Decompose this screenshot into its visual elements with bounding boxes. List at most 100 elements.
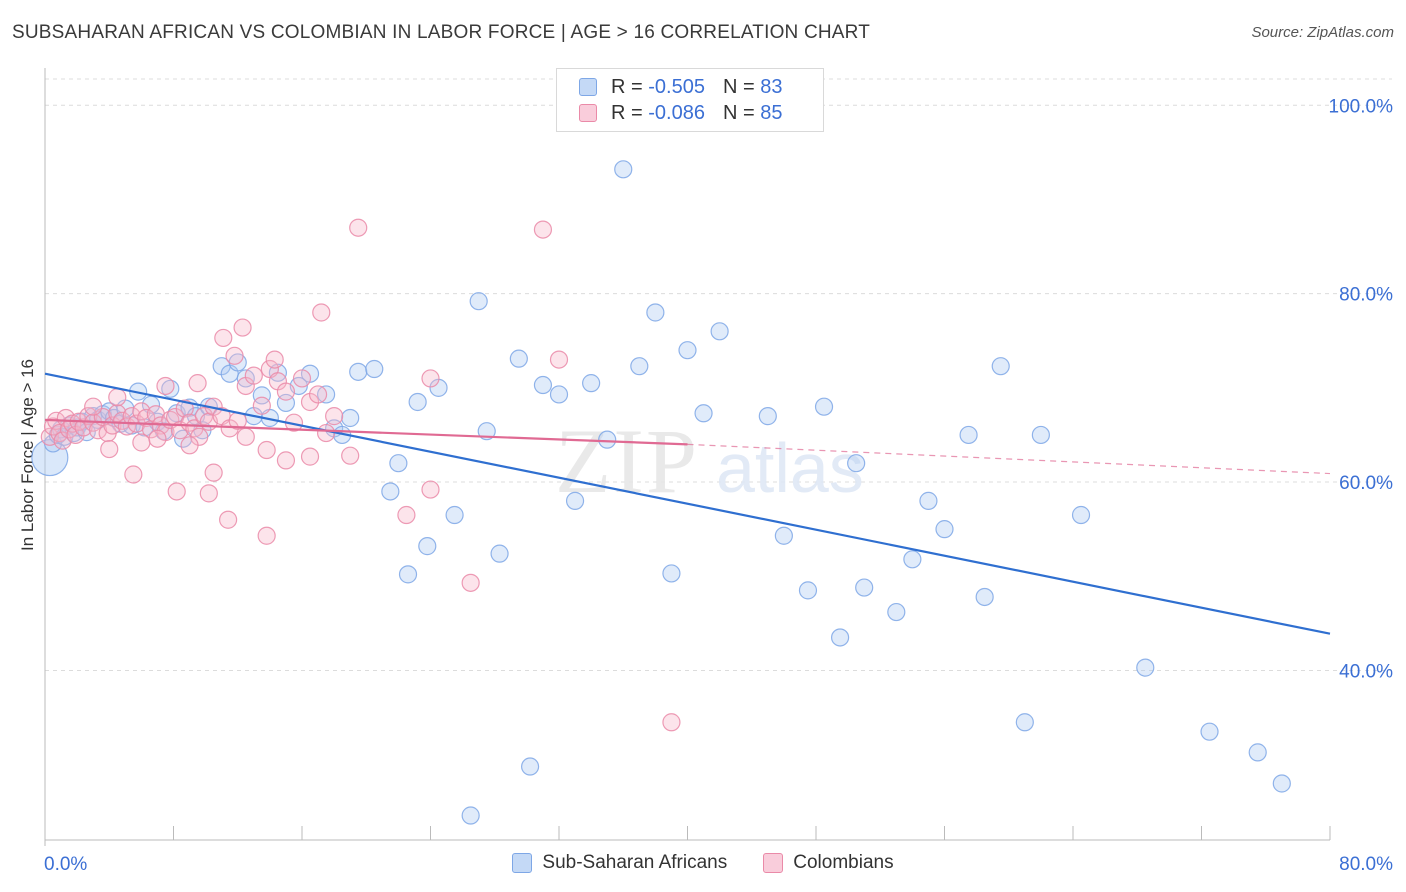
legend-row-pink: R = -0.086 N = 85 (579, 101, 782, 125)
point-colombians (132, 433, 151, 452)
point-sub-saharan-africans (814, 397, 834, 416)
point-colombians (63, 414, 82, 433)
point-colombians (84, 397, 103, 416)
y-tick-label: 40.0% (1339, 661, 1393, 682)
series-legend: Sub-Saharan Africans Colombians (0, 852, 1406, 874)
point-sub-saharan-africans (389, 454, 408, 473)
point-sub-saharan-africans (758, 407, 777, 426)
point-colombians (421, 480, 440, 499)
legend-n-label: N = (722, 101, 755, 124)
trend-line-colombians-extension (687, 443, 1331, 475)
point-colombians (244, 366, 263, 385)
point-sub-saharan-africans (614, 160, 633, 179)
legend-r-value-blue: -0.505 (648, 75, 705, 98)
point-colombians (308, 385, 328, 404)
legend-swatch-pink (579, 104, 597, 122)
point-colombians (662, 713, 681, 732)
trend-line-colombians (44, 418, 688, 446)
point-sub-saharan-africans (490, 544, 509, 563)
legend-r-value-pink: -0.086 (648, 101, 705, 124)
point-colombians (74, 418, 93, 437)
point-sub-saharan-africans (509, 349, 528, 368)
point-sub-saharan-africans (630, 357, 649, 376)
point-sub-saharan-africans (461, 806, 480, 825)
legend-item-colombians[interactable]: Colombians (763, 852, 894, 874)
legend-row-blue: R = -0.505 N = 83 (579, 75, 782, 99)
point-colombians (194, 407, 214, 426)
point-colombians (225, 346, 244, 365)
point-sub-saharan-africans (549, 385, 569, 404)
y-tick-label: 100.0% (1329, 96, 1394, 117)
point-sub-saharan-africans (774, 526, 793, 545)
point-sub-saharan-africans (710, 322, 729, 341)
point-sub-saharan-africans (252, 386, 271, 405)
point-colombians (397, 505, 416, 525)
point-sub-saharan-africans (565, 491, 585, 510)
tick-labels: 40.0% 60.0% 80.0% 100.0% 0.0% 80.0% (44, 96, 1393, 875)
point-colombians (312, 303, 331, 322)
point-colombians (137, 408, 156, 428)
chart-title: SUBSAHARAN AFRICAN VS COLOMBIAN IN LABOR… (12, 22, 871, 43)
point-sub-saharan-africans (678, 341, 697, 360)
point-sub-saharan-africans (1272, 774, 1291, 793)
watermark-atlas: atlas (716, 429, 864, 507)
point-colombians (292, 369, 312, 388)
point-colombians (549, 350, 569, 369)
point-sub-saharan-africans (975, 587, 994, 607)
source-label: Source: ZipAtlas.com (1251, 24, 1394, 41)
point-sub-saharan-africans (349, 362, 368, 381)
point-sub-saharan-africans (418, 537, 437, 556)
point-sub-saharan-africans (1071, 505, 1091, 525)
point-colombians (533, 220, 553, 239)
x-tick-label-max: 80.0% (1339, 854, 1393, 875)
point-colombians (180, 436, 199, 455)
point-sub-saharan-africans (161, 379, 180, 398)
legend-item-sub-saharan-africans[interactable]: Sub-Saharan Africans (512, 852, 727, 874)
point-colombians (167, 482, 186, 501)
legend-swatch-pink (763, 853, 784, 873)
point-sub-saharan-africans (445, 505, 464, 525)
point-colombians (341, 446, 360, 465)
point-sub-saharan-africans (903, 550, 922, 569)
point-sub-saharan-africans (847, 454, 866, 473)
correlation-legend: R = -0.505 N = 83 R = -0.086 N = 85 (556, 68, 824, 132)
legend-swatch-blue (579, 78, 597, 96)
legend-label-colombians: Colombians (793, 852, 894, 873)
point-colombians (188, 374, 207, 393)
point-colombians (156, 376, 175, 396)
point-colombians (325, 407, 344, 426)
trend-line-sub-saharan-africans (44, 372, 1331, 635)
point-sub-saharan-africans (520, 757, 540, 776)
point-colombians (175, 399, 194, 418)
point-sub-saharan-africans (991, 357, 1010, 376)
point-sub-saharan-africans (533, 375, 553, 395)
legend-swatch-blue (512, 853, 533, 873)
legend-label-sub-saharan-africans: Sub-Saharan Africans (542, 852, 728, 873)
point-colombians (233, 318, 252, 337)
point-colombians (148, 429, 167, 448)
point-sub-saharan-africans (830, 628, 850, 647)
point-sub-saharan-africans (798, 581, 818, 600)
point-sub-saharan-africans (408, 392, 427, 412)
point-colombians (219, 510, 238, 529)
point-sub-saharan-africans (887, 602, 906, 622)
point-sub-saharan-africans (694, 404, 713, 423)
point-colombians (461, 573, 480, 592)
point-sub-saharan-africans (582, 374, 601, 393)
x-tick-label-min: 0.0% (44, 854, 87, 875)
point-sub-saharan-africans (1200, 722, 1219, 741)
point-colombians (265, 350, 284, 369)
legend-n-label: N = (722, 75, 755, 98)
point-colombians (300, 447, 320, 466)
axes (44, 68, 1331, 846)
legend-r-label: R = (611, 101, 643, 124)
point-sub-saharan-africans (365, 359, 384, 379)
legend-n-value-pink: 85 (760, 101, 783, 124)
point-colombians (214, 328, 233, 348)
point-colombians (316, 423, 336, 443)
point-colombians (204, 463, 223, 482)
point-colombians (199, 484, 218, 503)
point-colombians (349, 218, 368, 237)
point-colombians (257, 526, 276, 545)
